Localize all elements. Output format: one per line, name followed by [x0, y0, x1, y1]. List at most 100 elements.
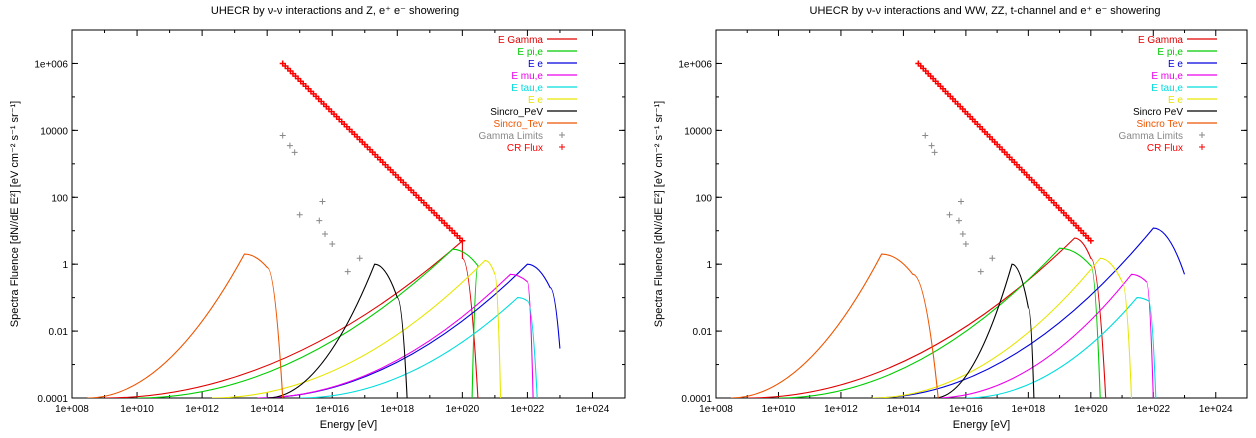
legend-label: E pi,e: [1157, 47, 1183, 58]
x-tick-label: 1e+012: [185, 404, 219, 415]
y-tick-label: 0.01: [49, 327, 69, 338]
x-tick-label: 1e+014: [887, 404, 921, 415]
chart-2: UHECR by ν-ν interactions and WW, ZZ, t-…: [653, 5, 1248, 431]
series-line-6: [267, 263, 408, 398]
legend-label: E Gamma: [1138, 35, 1183, 46]
gamma-limit-point: [291, 149, 298, 156]
legend-label: E tau,e: [511, 83, 543, 94]
series-line-1: [137, 248, 479, 398]
gamma-limit-point: [977, 268, 984, 275]
legend-label: Gamma Limits: [1119, 131, 1183, 142]
plot-area: [730, 60, 1186, 398]
y-axis-label: Spectra Fluence [dN//dE E²] [eV cm⁻² s⁻¹…: [9, 101, 21, 327]
y-tick-label: 0.0001: [681, 394, 712, 405]
legend-label: E e: [528, 59, 543, 70]
x-axis-label: Energy [eV]: [953, 419, 1010, 431]
legend-marker: [1199, 132, 1205, 138]
x-tick-label: 1e+020: [446, 404, 480, 415]
y-tick-label: 10000: [40, 126, 68, 137]
plot-area: [87, 60, 561, 398]
chart-1: UHECR by ν-ν interactions and Z, e⁺ e⁻ s…: [9, 5, 626, 431]
legend-label: Sincro_PeV: [490, 107, 543, 118]
y-tick-label: 0.0001: [37, 394, 68, 405]
legend-label: E e: [528, 95, 543, 106]
series-line-0: [104, 239, 479, 398]
series-line-0: [747, 237, 1107, 398]
gamma-limit-point: [989, 255, 996, 262]
plot-frame: [715, 29, 1248, 399]
x-tick-label: 1e+010: [120, 404, 154, 415]
x-tick-label: 1e+024: [1199, 404, 1233, 415]
legend-label: E e: [1168, 95, 1183, 106]
legend-label: E e: [1168, 59, 1183, 70]
series-line-2: [257, 263, 561, 398]
series-line-4: [965, 297, 1157, 398]
legend-label: CR Flux: [507, 143, 543, 154]
x-tick-label: 1e+016: [315, 404, 349, 415]
x-tick-label: 1e+018: [1012, 404, 1046, 415]
x-tick-label: 1e+010: [762, 404, 796, 415]
x-tick-label: 1e+018: [380, 404, 414, 415]
x-tick-label: 1e+020: [1074, 404, 1108, 415]
legend-label: E pi,e: [517, 47, 543, 58]
x-tick-label: 1e+016: [949, 404, 983, 415]
legend-label: E mu,e: [1151, 71, 1183, 82]
series-line-1: [778, 247, 1101, 398]
legend-label: Sincro PeV: [1133, 107, 1183, 118]
gamma-limit-point: [316, 217, 323, 224]
y-tick-label: 1e+006: [34, 59, 68, 70]
gamma-limit-point: [296, 211, 303, 218]
y-axis-label: Spectra Fluence [dN//dE E²] [eV cm⁻² s⁻¹…: [653, 101, 665, 327]
legend-label: E tau,e: [1151, 83, 1183, 94]
y-tick-label: 100: [51, 193, 68, 204]
x-tick-label: 1e+014: [250, 404, 284, 415]
cr-flux-point: [1087, 237, 1094, 244]
gamma-limit-point: [922, 132, 929, 139]
gamma-limit-point: [329, 241, 336, 248]
gamma-limit-point: [958, 198, 965, 205]
x-tick-label: 1e+008: [699, 404, 733, 415]
x-tick-label: 1e+022: [511, 404, 545, 415]
gamma-limit-point: [962, 241, 969, 248]
gamma-limit-point: [279, 132, 286, 139]
legend-label: Gamma Limits: [479, 131, 543, 142]
y-tick-label: 1: [706, 260, 712, 271]
gamma-limit-point: [955, 217, 962, 224]
chart-title: UHECR by ν-ν interactions and Z, e⁺ e⁻ s…: [211, 5, 459, 17]
series-line-5: [872, 257, 1133, 398]
series-line-6: [934, 263, 1035, 398]
gamma-limit-point: [286, 142, 293, 149]
y-tick-label: 10000: [684, 126, 712, 137]
gamma-limit-point: [344, 268, 351, 275]
series-line-7: [87, 253, 284, 398]
x-axis-label: Energy [eV]: [320, 419, 377, 431]
y-tick-label: 1e+006: [678, 59, 712, 70]
gamma-limit-point: [946, 211, 953, 218]
legend-label: Sincro Tev: [1136, 119, 1183, 130]
legend-label: CR Flux: [1147, 143, 1183, 154]
y-tick-label: 1: [62, 260, 68, 271]
legend-label: Sincro_Tev: [494, 119, 543, 130]
x-tick-label: 1e+008: [55, 404, 89, 415]
plot-frame: [71, 29, 626, 399]
gamma-limit-point: [959, 230, 966, 237]
x-tick-label: 1e+024: [576, 404, 610, 415]
cr-flux-point: [459, 237, 466, 244]
series-line-2: [872, 227, 1186, 398]
series-line-3: [257, 273, 534, 398]
gamma-limit-point: [322, 230, 329, 237]
y-tick-label: 0.01: [693, 327, 713, 338]
series-line-3: [934, 273, 1154, 398]
series-line-7: [730, 253, 939, 398]
series-line-5: [211, 259, 502, 398]
gamma-limit-point: [319, 198, 326, 205]
series-line-4: [299, 297, 538, 398]
legend-label: E mu,e: [511, 71, 543, 82]
legend-marker: [1199, 144, 1205, 150]
legend-label: E Gamma: [498, 35, 543, 46]
gamma-limit-point: [356, 255, 363, 262]
chart-title: UHECR by ν-ν interactions and WW, ZZ, t-…: [810, 5, 1161, 17]
y-tick-label: 100: [695, 193, 712, 204]
